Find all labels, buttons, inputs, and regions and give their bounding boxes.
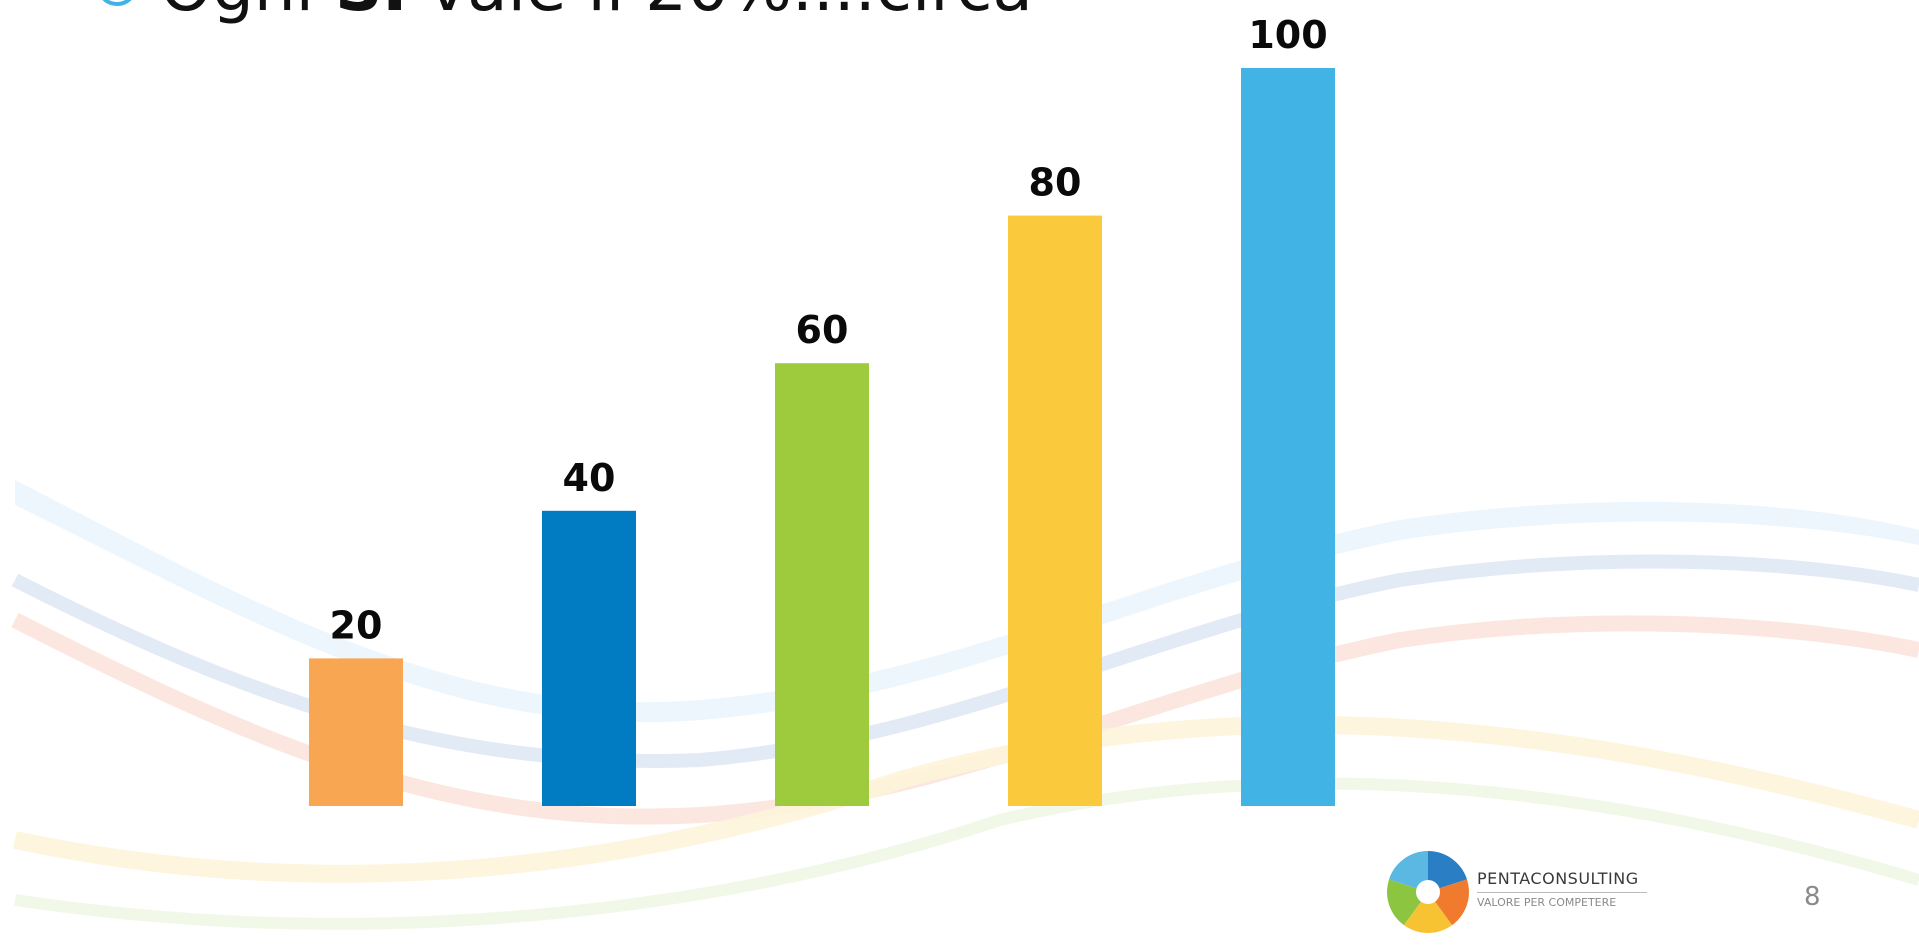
brand-name: PENTACONSULTING (1477, 869, 1639, 888)
data-label-1: 20 (330, 603, 383, 647)
page-number: 8 (1804, 882, 1821, 912)
logo-lightblue-petal (1389, 851, 1428, 892)
data-label-2: 40 (563, 456, 616, 500)
slide-title: Ogni SI vale il 20%....circa (96, 0, 1033, 28)
data-label-4: 80 (1029, 161, 1082, 205)
title-bold: SI (335, 0, 407, 26)
bar-5 (1241, 68, 1335, 806)
title-suffix: vale il 20%....circa (407, 0, 1033, 26)
bars-group (309, 68, 1335, 807)
bar-1 (309, 658, 403, 806)
brand-divider (1477, 892, 1647, 893)
title-prefix: Ogni (160, 0, 335, 26)
bar-4 (1008, 215, 1102, 807)
data-label-3: 60 (796, 308, 849, 352)
brand-tagline: VALORE PER COMPETERE (1477, 896, 1617, 909)
data-labels-group: 20 40 60 80 100 (330, 13, 1328, 647)
data-label-5: 100 (1248, 13, 1327, 57)
bar-3 (775, 363, 869, 806)
bar-2 (542, 510, 636, 806)
logo-blue-petal (1428, 851, 1467, 892)
pentaconsulting-logo (1387, 851, 1469, 934)
logo-yellow-petal (1403, 892, 1453, 934)
